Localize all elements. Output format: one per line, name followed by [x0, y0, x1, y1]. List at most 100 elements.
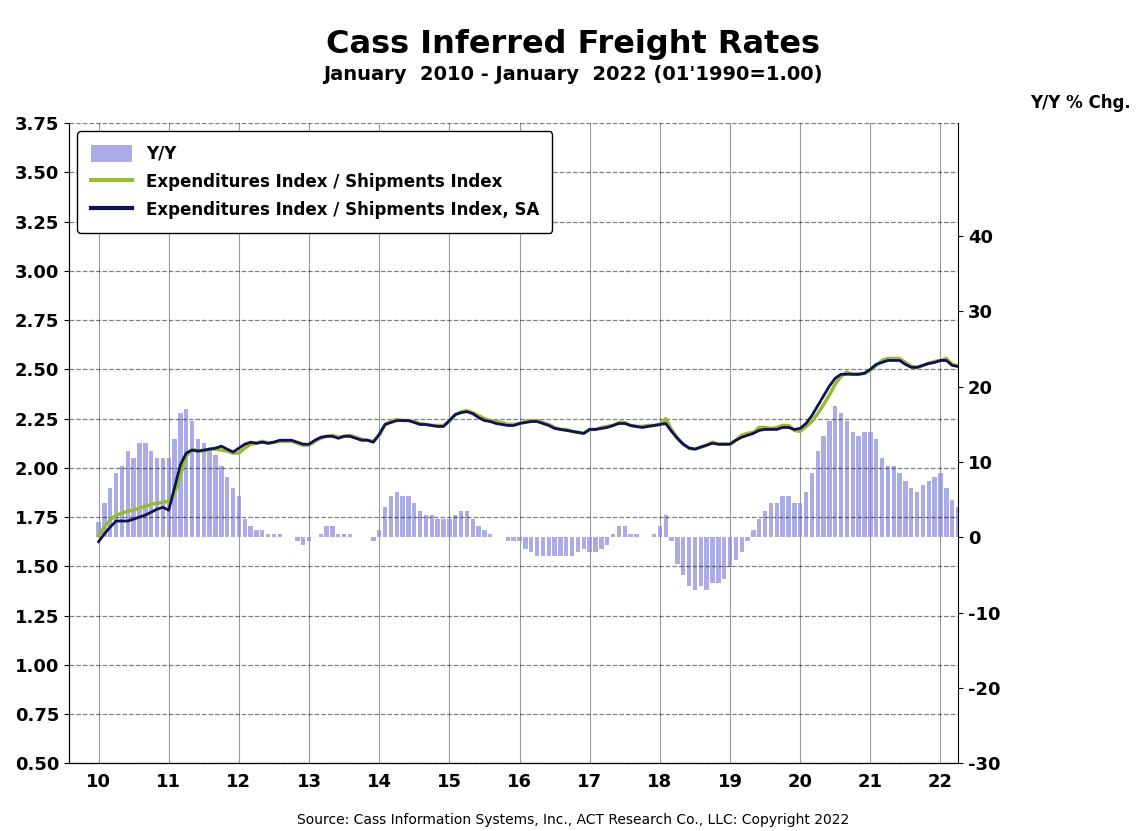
Bar	[886, 466, 890, 538]
Bar	[266, 534, 270, 538]
Bar	[961, 511, 966, 538]
Bar	[997, 523, 1002, 538]
Bar	[342, 534, 346, 538]
Bar	[319, 534, 323, 538]
Bar	[383, 507, 387, 538]
Bar	[798, 504, 802, 538]
Bar	[803, 492, 808, 538]
Bar	[1055, 538, 1060, 541]
Bar	[249, 526, 253, 538]
Bar	[1120, 519, 1124, 538]
Bar	[272, 534, 276, 538]
Bar	[535, 538, 540, 556]
Bar	[1067, 538, 1072, 545]
Bar	[237, 496, 241, 538]
Bar	[1020, 526, 1025, 538]
Bar	[1143, 496, 1146, 538]
Bar	[1031, 530, 1036, 538]
Bar	[833, 406, 838, 538]
Bar	[986, 523, 989, 538]
Bar	[441, 519, 446, 538]
Bar	[1037, 534, 1042, 538]
Bar	[874, 440, 878, 538]
Bar	[108, 489, 112, 538]
Bar	[582, 538, 586, 548]
Bar	[920, 484, 925, 538]
Bar	[711, 538, 715, 583]
Bar	[102, 504, 107, 538]
Bar	[816, 450, 819, 538]
Bar	[132, 458, 136, 538]
Bar	[336, 534, 340, 538]
Bar	[185, 410, 188, 538]
Bar	[447, 519, 452, 538]
Bar	[622, 526, 627, 538]
Bar	[862, 432, 866, 538]
Bar	[827, 420, 832, 538]
Text: Source: Cass Information Systems, Inc., ACT Research Co., LLC: Copyright 2022: Source: Cass Information Systems, Inc., …	[297, 813, 849, 827]
Bar	[453, 514, 457, 538]
Bar	[155, 458, 159, 538]
Bar	[628, 534, 633, 538]
Bar	[1114, 523, 1118, 538]
Bar	[1108, 526, 1113, 538]
Bar	[166, 458, 171, 538]
Bar	[413, 504, 416, 538]
Bar	[769, 504, 774, 538]
Bar	[465, 511, 469, 538]
Bar	[758, 519, 761, 538]
Bar	[400, 496, 405, 538]
Bar	[775, 504, 779, 538]
Bar	[903, 481, 908, 538]
Bar	[681, 538, 685, 575]
Bar	[541, 538, 545, 556]
Bar	[477, 526, 481, 538]
Bar	[1137, 504, 1141, 538]
Bar	[547, 538, 551, 556]
Bar	[839, 413, 843, 538]
Bar	[605, 538, 610, 545]
Bar	[488, 534, 493, 538]
Bar	[973, 523, 978, 538]
Bar	[296, 538, 299, 541]
Bar	[699, 538, 702, 587]
Bar	[260, 530, 265, 538]
Bar	[202, 443, 206, 538]
Bar	[371, 538, 376, 541]
Bar	[915, 492, 919, 538]
Bar	[751, 530, 755, 538]
Bar	[517, 538, 521, 541]
Legend: Y/Y, Expenditures Index / Shipments Index, Expenditures Index / Shipments Index,: Y/Y, Expenditures Index / Shipments Inde…	[78, 131, 552, 233]
Bar	[1003, 523, 1007, 538]
Bar	[458, 511, 463, 538]
Bar	[160, 458, 165, 538]
Bar	[1097, 538, 1100, 548]
Bar	[1014, 523, 1019, 538]
Bar	[138, 443, 142, 538]
Bar	[482, 530, 487, 538]
Bar	[1026, 530, 1030, 538]
Bar	[243, 519, 246, 538]
Bar	[564, 538, 568, 556]
Bar	[856, 435, 861, 538]
Bar	[1084, 538, 1089, 553]
Bar	[669, 538, 674, 541]
Bar	[307, 538, 312, 541]
Bar	[927, 481, 931, 538]
Bar	[652, 534, 657, 538]
Bar	[594, 538, 598, 553]
Bar	[739, 538, 744, 553]
Bar	[552, 538, 557, 556]
Bar	[692, 538, 697, 590]
Bar	[967, 519, 972, 538]
Bar	[219, 466, 223, 538]
Bar	[324, 526, 329, 538]
Bar	[1008, 523, 1013, 538]
Bar	[424, 514, 429, 538]
Bar	[190, 420, 195, 538]
Bar	[686, 538, 691, 587]
Bar	[786, 496, 791, 538]
Bar	[388, 496, 393, 538]
Bar	[1061, 538, 1066, 541]
Bar	[225, 477, 229, 538]
